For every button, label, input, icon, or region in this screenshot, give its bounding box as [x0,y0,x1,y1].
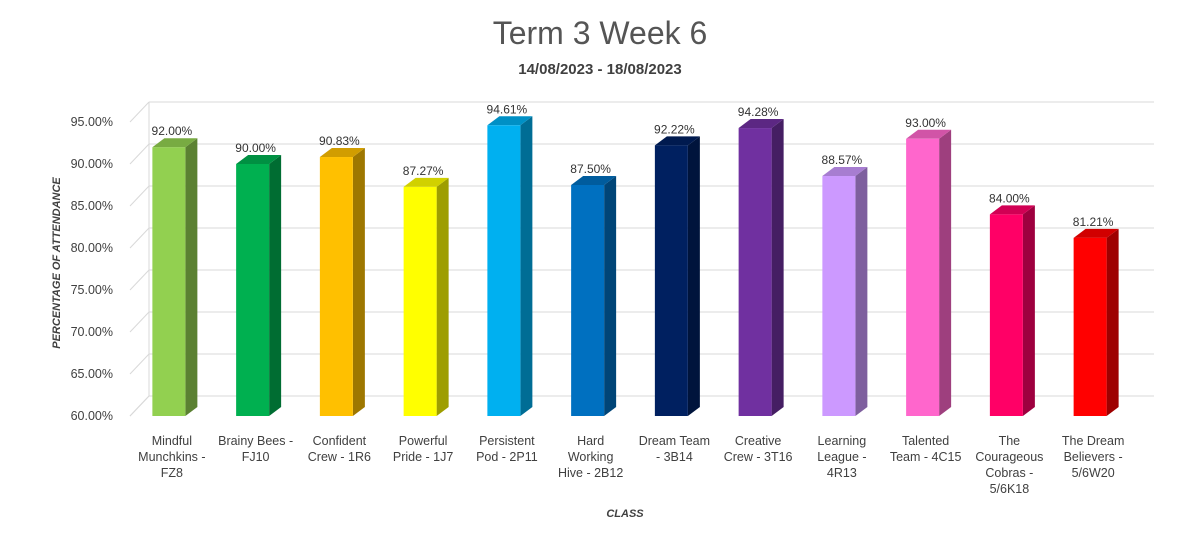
bar-top [403,177,449,187]
x-tick-label: Hard Working Hive - 2B12 [558,434,623,480]
x-tick-label: Powerful Pride - 1J7 [393,434,453,464]
bar-front [654,145,688,417]
bar-side [520,116,533,416]
bar-top [654,136,700,146]
x-axis-title: CLASS [606,508,644,520]
gridlines [129,101,1154,417]
bars [152,116,1119,417]
x-tick-label: Learning League -4R13 [817,434,866,480]
bar [319,148,365,416]
bar-front [822,176,856,416]
bar [989,205,1035,416]
data-label: 92.22% [654,122,695,136]
bar-side [269,155,282,416]
chart-title: Term 3 Week 6 [493,15,708,51]
bar-side [352,148,365,416]
bar-front [152,147,186,416]
x-tick-label: Confident Crew - 1R6 [308,434,371,464]
bar-side [1022,205,1035,416]
bar-side [1106,228,1119,416]
data-labels: 92.00% 90.00% 90.83% 87.27% 94.61% 87.50% 92.2… [152,102,1114,229]
bar-front [571,185,605,416]
bar-top [1073,228,1119,238]
bar-side [185,138,198,416]
gridline-depth [129,101,150,123]
x-tick-label: Persistent Pod - 2P11 [476,434,538,464]
bar-front [319,157,353,416]
bar-top [319,148,365,158]
bar-side [436,177,449,416]
bar [906,129,952,417]
data-label: 87.27% [403,164,444,178]
data-label: 93.00% [905,116,946,130]
bar [236,155,282,416]
x-tick-label: Talented Team - 4C15 [890,434,962,464]
bar-side [771,119,784,416]
data-label: 81.21% [1073,215,1114,229]
y-tick-label: 75.00% [71,283,113,297]
bar-top [822,167,868,177]
data-label: 94.61% [487,102,528,116]
data-label: 92.00% [152,124,193,138]
y-axis-title: PERCENTAGE OF ATTENDANCE [51,177,63,349]
bar [738,119,784,416]
gridline-depth [129,185,150,207]
bar-top [738,119,784,129]
data-label: 90.00% [235,141,276,155]
bar [403,177,449,416]
bar-front [989,214,1023,416]
bar-top [152,138,198,148]
bar [487,116,533,416]
y-tick-label: 85.00% [71,199,113,213]
bar-top [989,205,1035,215]
bar [822,167,868,416]
x-tick-label: Brainy Bees -FJ10 [218,434,293,464]
y-tick-label: 80.00% [71,241,113,255]
bar [571,176,617,416]
y-tick-label: 95.00% [71,115,113,129]
data-label: 94.28% [738,105,779,119]
x-tick-label: The Dream Believers -5/6W20 [1062,434,1125,480]
bar [152,138,198,416]
bar [1073,228,1119,416]
bar-front [236,164,270,416]
bar-side [939,129,952,417]
y-tick-label: 70.00% [71,325,113,339]
data-label: 87.50% [570,162,611,176]
bar-top [487,116,533,126]
bar-front [738,128,772,416]
x-tick-label: Mindful Munchkins -FZ8 [138,434,205,480]
gridline-depth [129,227,150,249]
x-tick-label: The Courageous Cobras -5/6K18 [975,434,1043,496]
x-tick-label: Creative Crew - 3T16 [724,434,793,464]
chart-subtitle: 14/08/2023 - 18/08/2023 [518,61,681,78]
bar-side [687,136,700,417]
bar-front [403,186,437,416]
y-axis-ticks: 60.00% 65.00% 70.00% 75.00% 80.00% 85.00% 90.0… [71,115,113,423]
gridline-depth [129,269,150,291]
bar-top [236,155,282,164]
gridline-depth [129,311,150,333]
bar-top [571,176,617,185]
y-tick-label: 65.00% [71,367,113,381]
data-label: 84.00% [989,191,1030,205]
bar [654,136,700,417]
bar-front [1073,237,1107,416]
x-tick-label: Dream Team - 3B14 [639,434,710,464]
floor-edge [129,395,150,417]
data-label: 88.57% [822,153,863,167]
gridline-depth [129,143,150,165]
data-label: 90.83% [319,134,360,148]
bar-front [906,138,940,417]
bar-front [487,125,521,416]
gridline-depth [129,353,150,375]
y-tick-label: 60.00% [71,409,113,423]
bar-side [604,176,617,416]
x-axis-categories: Mindful Munchkins -FZ8 Brainy Bees -FJ10 Co… [138,434,1124,496]
bar-top [906,129,952,139]
y-tick-label: 90.00% [71,157,113,171]
bar-side [855,167,868,416]
